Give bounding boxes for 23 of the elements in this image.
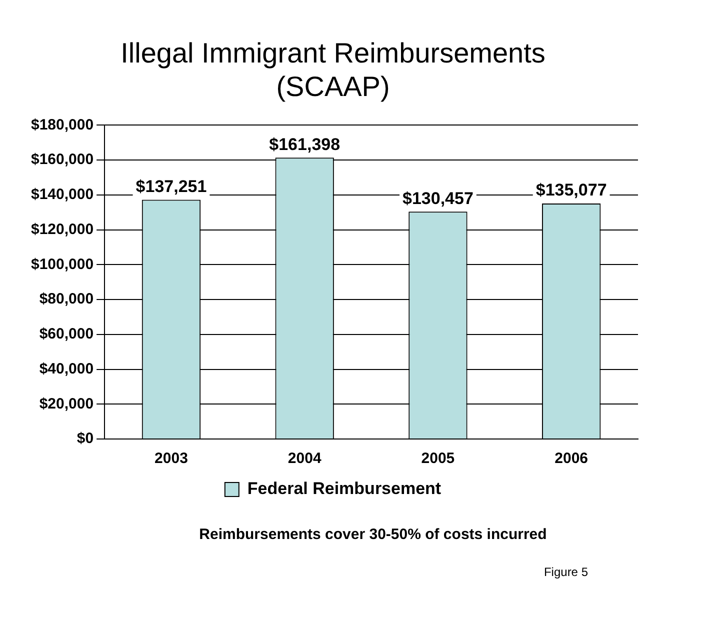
y-tick-label: $160,000 xyxy=(30,151,94,168)
y-tick-label: $40,000 xyxy=(39,360,94,378)
text: Reimbursements cover 30-50% of costs incurred xyxy=(198,526,548,543)
y-tick-label: $120,000 xyxy=(30,220,94,238)
y-tick-label: $20,000 xyxy=(39,395,94,412)
text: Illegal Immigrant Reimbursements xyxy=(120,38,546,69)
data-label: $130,457 xyxy=(402,188,474,208)
y-tick-label: $100,000 xyxy=(30,256,94,273)
y-tick-label: $60,000 xyxy=(39,326,94,343)
x-tick-label: 2005 xyxy=(421,450,455,468)
y-tick-label: $80,000 xyxy=(39,290,94,308)
x-tick-label: 2006 xyxy=(554,450,588,468)
caption: Figure 5 xyxy=(542,565,589,579)
legend-label: Federal Reimbursement xyxy=(247,479,442,498)
data-label: $161,398 xyxy=(269,134,340,154)
y-tick-label: $0 xyxy=(76,430,94,448)
x-tick-label: 2003 xyxy=(154,450,188,468)
y-tick-label: $180,000 xyxy=(30,116,94,134)
x-tick-label: 2004 xyxy=(288,450,322,468)
data-label: $137,251 xyxy=(136,176,207,196)
data-label: $135,077 xyxy=(536,180,607,200)
text: (SCAAP) xyxy=(276,71,390,102)
y-tick-label: $140,000 xyxy=(30,186,94,204)
